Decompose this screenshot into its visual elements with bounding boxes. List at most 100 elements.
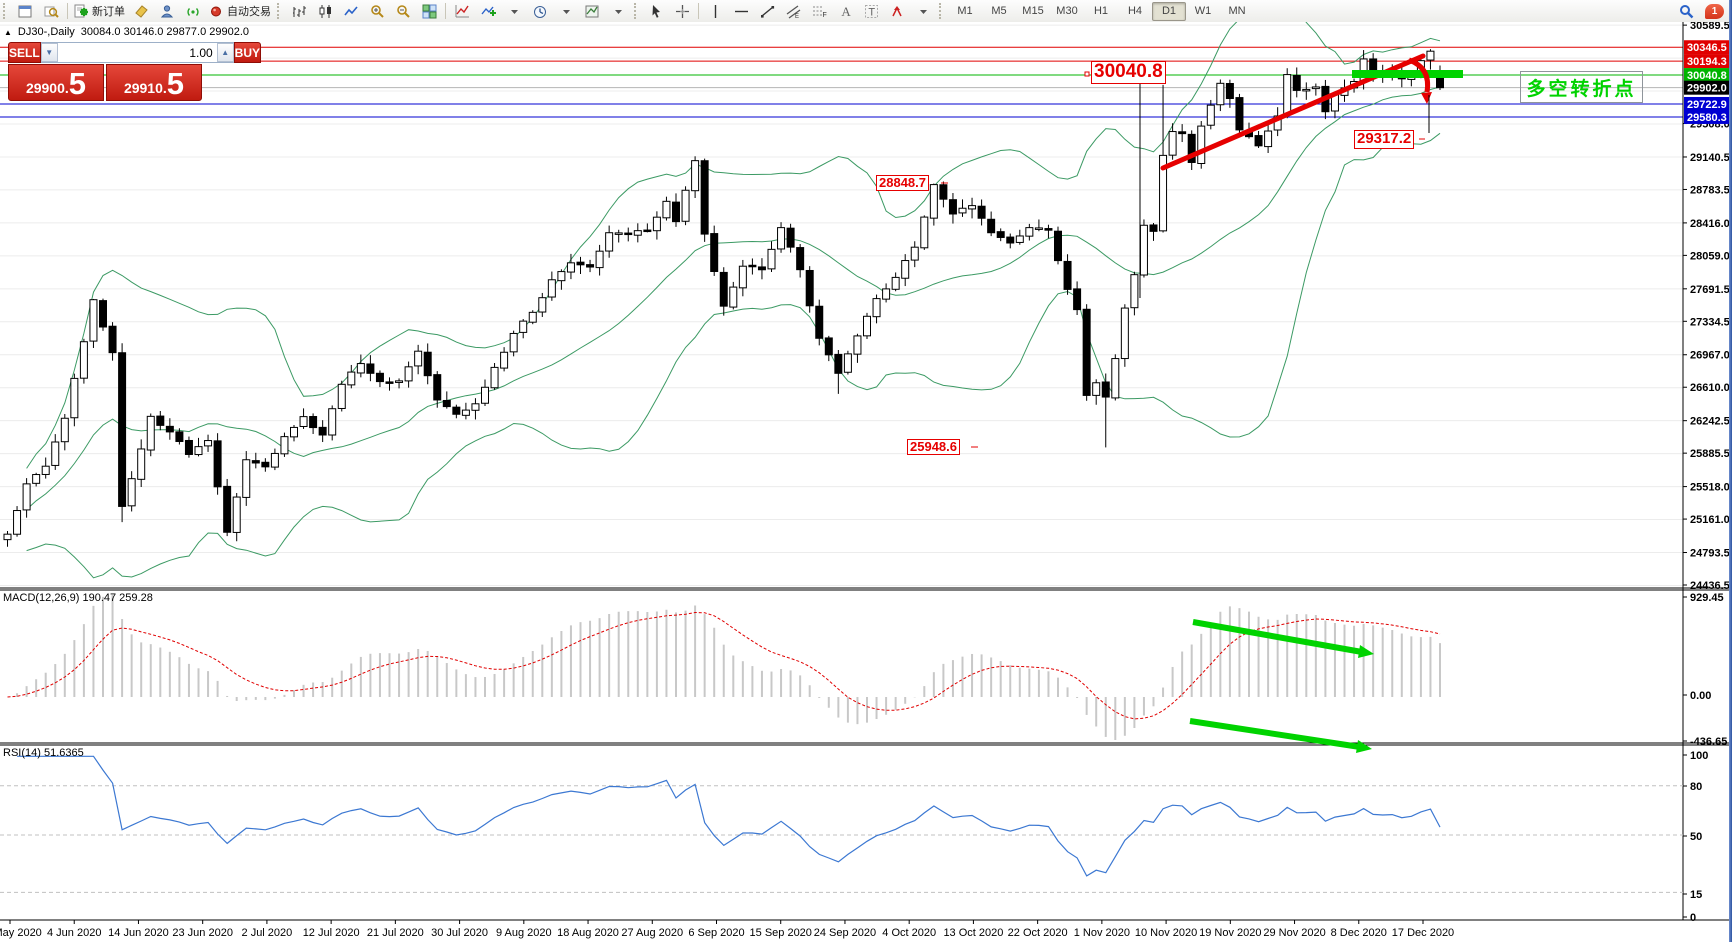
- text-a-icon: A: [838, 4, 853, 19]
- svg-text:24 Sep 2020: 24 Sep 2020: [814, 927, 876, 939]
- channel-icon: E: [786, 4, 801, 19]
- chart-styles-button[interactable]: [128, 1, 154, 21]
- volume-increase-button[interactable]: ▲: [216, 43, 234, 62]
- main-toolbar: 新订单 自动交易 E F A T M1 M5 M15 M30 H1 H4 D1 W1 MN: [0, 0, 1732, 23]
- hline-icon: [734, 4, 749, 19]
- zoom-out-button[interactable]: [390, 1, 416, 21]
- svg-text:2 Jul 2020: 2 Jul 2020: [242, 927, 293, 939]
- chart-canvas[interactable]: 30589.5 29508.0 29140.5 28783.5 28416.0 28059…: [0, 22, 1732, 942]
- line-chart-icon: [343, 4, 359, 19]
- bar-chart-mode-button[interactable]: [286, 1, 312, 21]
- svg-text:25161.0: 25161.0: [1690, 514, 1730, 526]
- crosshair-tool-button[interactable]: [669, 1, 695, 21]
- tile-windows-icon: [422, 4, 437, 19]
- svg-text:17 Dec 2020: 17 Dec 2020: [1392, 927, 1454, 939]
- trend-icon: [760, 4, 775, 19]
- window-right-border: [1729, 0, 1732, 942]
- arrows-dropdown-button[interactable]: [910, 1, 936, 21]
- trendline-tool-button[interactable]: [754, 1, 780, 21]
- svg-text:21 Jul 2020: 21 Jul 2020: [367, 927, 424, 939]
- line-chart-mode-button[interactable]: [338, 1, 364, 21]
- timeframe-h1-button[interactable]: H1: [1093, 5, 1109, 17]
- symbol-period-label: DJ30-,Daily: [17, 26, 75, 38]
- new-order-icon: [74, 4, 89, 19]
- svg-text:4 Oct 2020: 4 Oct 2020: [882, 927, 936, 939]
- buy-button[interactable]: BUY: [233, 42, 262, 63]
- channel-tool-button[interactable]: E: [780, 1, 806, 21]
- svg-text:A: A: [841, 4, 851, 19]
- zoom-in-button[interactable]: [364, 1, 390, 21]
- profiles-button[interactable]: [154, 1, 180, 21]
- autotrading-button[interactable]: 自动交易: [206, 1, 274, 21]
- toolbar-separator: [698, 3, 699, 19]
- sell-button[interactable]: SELL: [8, 42, 41, 63]
- svg-text:F: F: [822, 12, 826, 19]
- timeframe-mn-button[interactable]: MN: [1228, 5, 1246, 17]
- price-label-25948[interactable]: 25948.6: [907, 439, 960, 456]
- add-indicator-button[interactable]: [475, 1, 501, 21]
- rsi-indicator-label: RSI(14) 51.6365: [3, 747, 84, 759]
- new-chart-button[interactable]: [12, 1, 38, 21]
- svg-text:30346.5: 30346.5: [1687, 42, 1727, 54]
- templates-button[interactable]: [579, 1, 605, 21]
- tile-windows-button[interactable]: [416, 1, 442, 21]
- svg-text:26967.0: 26967.0: [1690, 350, 1730, 362]
- svg-text:15 Sep 2020: 15 Sep 2020: [750, 927, 812, 939]
- sell-price-display[interactable]: 29900. 5: [8, 64, 104, 101]
- text-tool-button[interactable]: A: [832, 1, 858, 21]
- templates-dropdown-button[interactable]: [605, 1, 631, 21]
- period-icon: [533, 4, 548, 19]
- new-chart-icon: [18, 4, 33, 19]
- ohlc-values: 30084.0 30146.0 29877.0 29902.0: [80, 26, 249, 38]
- autotrading-button-label: 自动交易: [227, 6, 271, 18]
- timeframe-w1-button[interactable]: W1: [1194, 5, 1212, 17]
- svg-text:929.45: 929.45: [1690, 592, 1724, 604]
- price-label-30040[interactable]: 30040.8: [1091, 61, 1166, 84]
- arrows-tool-button[interactable]: [884, 1, 910, 21]
- candles-icon: [318, 4, 333, 19]
- svg-text:27691.5: 27691.5: [1690, 284, 1730, 296]
- search-icon[interactable]: [1673, 1, 1699, 21]
- svg-text:E: E: [795, 14, 799, 19]
- timeframe-m30-button[interactable]: M30: [1056, 5, 1078, 17]
- indicator-list-button[interactable]: [449, 1, 475, 21]
- price-chart-svg[interactable]: 30589.529508.029140.528783.528416.028059…: [0, 22, 1732, 942]
- volume-input[interactable]: [57, 43, 217, 62]
- buy-price-display[interactable]: 29910. 5: [106, 64, 202, 101]
- indicator-dropdown-button[interactable]: [501, 1, 527, 21]
- notifications-badge[interactable]: 1: [1705, 3, 1724, 19]
- label-tool-button[interactable]: T: [858, 1, 884, 21]
- cursor-tool-button[interactable]: [643, 1, 669, 21]
- macd-indicator-label: MACD(12,26,9) 190.47 259.28: [3, 592, 153, 604]
- svg-text:30 Jul 2020: 30 Jul 2020: [431, 927, 488, 939]
- svg-text:29722.9: 29722.9: [1687, 99, 1727, 111]
- svg-text:24793.5: 24793.5: [1690, 548, 1730, 560]
- timeframe-h4-button[interactable]: H4: [1127, 5, 1143, 17]
- bar-chart-icon: [292, 4, 307, 19]
- horizontal-line-tool-button[interactable]: [728, 1, 754, 21]
- buy-price-big-digit: 5: [166, 66, 185, 101]
- pivot-note-text[interactable]: 多空转折点: [1520, 71, 1643, 103]
- timeframe-m5-button[interactable]: M5: [991, 5, 1007, 17]
- price-label-28848[interactable]: 28848.7: [876, 175, 929, 192]
- sell-price-dot: .: [64, 80, 69, 96]
- timeframe-m15-button[interactable]: M15: [1022, 5, 1044, 17]
- vertical-line-tool-button[interactable]: [702, 1, 728, 21]
- volume-decrease-button[interactable]: ▼: [40, 43, 58, 62]
- svg-text:1 Nov 2020: 1 Nov 2020: [1074, 927, 1130, 939]
- svg-text:29902.0: 29902.0: [1687, 83, 1727, 95]
- price-label-29317[interactable]: 29317.2: [1354, 130, 1415, 149]
- fibonacci-tool-button[interactable]: F: [806, 1, 832, 21]
- signals-button[interactable]: [180, 1, 206, 21]
- svg-text:100: 100: [1690, 750, 1708, 762]
- timeframe-m1-button[interactable]: M1: [957, 5, 973, 17]
- candlestick-mode-button[interactable]: [312, 1, 338, 21]
- svg-text:13 Oct 2020: 13 Oct 2020: [943, 927, 1003, 939]
- periods-button[interactable]: [527, 1, 553, 21]
- one-click-trading-panel: SELL ▼ ▲ BUY 29900.5 29910.5: [8, 42, 262, 102]
- chart-preview-button[interactable]: [38, 1, 64, 21]
- periods-dropdown-button[interactable]: [553, 1, 579, 21]
- new-order-button-toolbar[interactable]: 新订单: [71, 1, 128, 21]
- svg-text:28059.0: 28059.0: [1690, 250, 1730, 262]
- timeframe-d1-button[interactable]: D1: [1152, 1, 1186, 21]
